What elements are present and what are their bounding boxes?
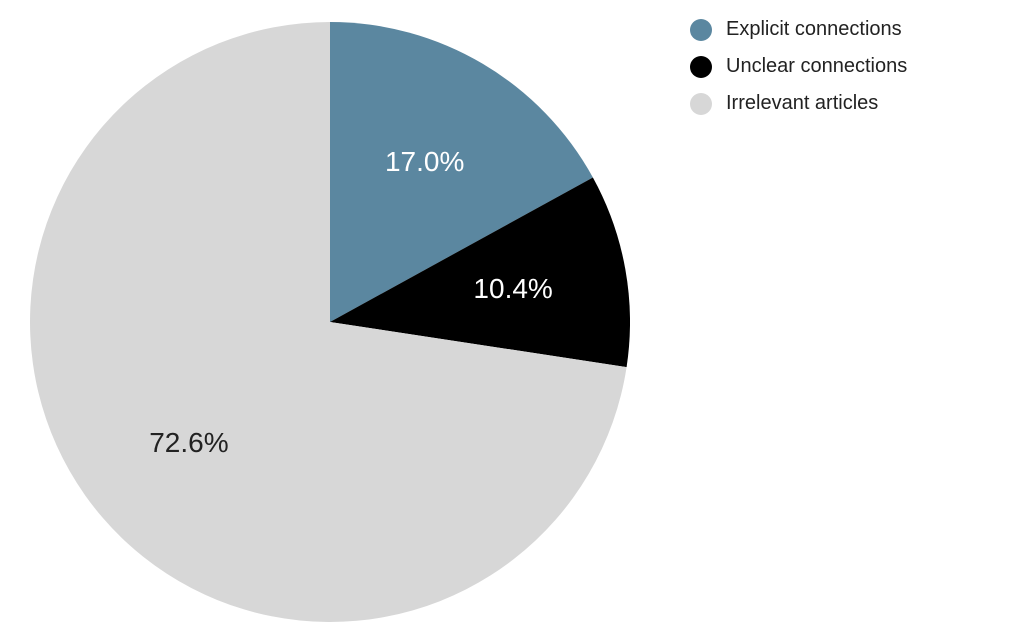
pie-wrap	[30, 22, 630, 622]
legend-label: Irrelevant articles	[726, 92, 878, 115]
legend-item: Unclear connections	[690, 55, 907, 78]
legend-label: Unclear connections	[726, 55, 907, 78]
legend-item: Irrelevant articles	[690, 92, 907, 115]
legend-label: Explicit connections	[726, 18, 902, 41]
legend-swatch	[690, 56, 712, 78]
slice-label: 17.0%	[385, 146, 464, 178]
legend-item: Explicit connections	[690, 18, 907, 41]
slice-label: 10.4%	[473, 273, 552, 305]
slice-label: 72.6%	[149, 427, 228, 459]
legend-swatch	[690, 93, 712, 115]
chart-container: Explicit connections Unclear connections I…	[0, 0, 1024, 644]
pie-chart	[30, 22, 630, 622]
legend-swatch	[690, 19, 712, 41]
legend: Explicit connections Unclear connections I…	[690, 18, 907, 129]
